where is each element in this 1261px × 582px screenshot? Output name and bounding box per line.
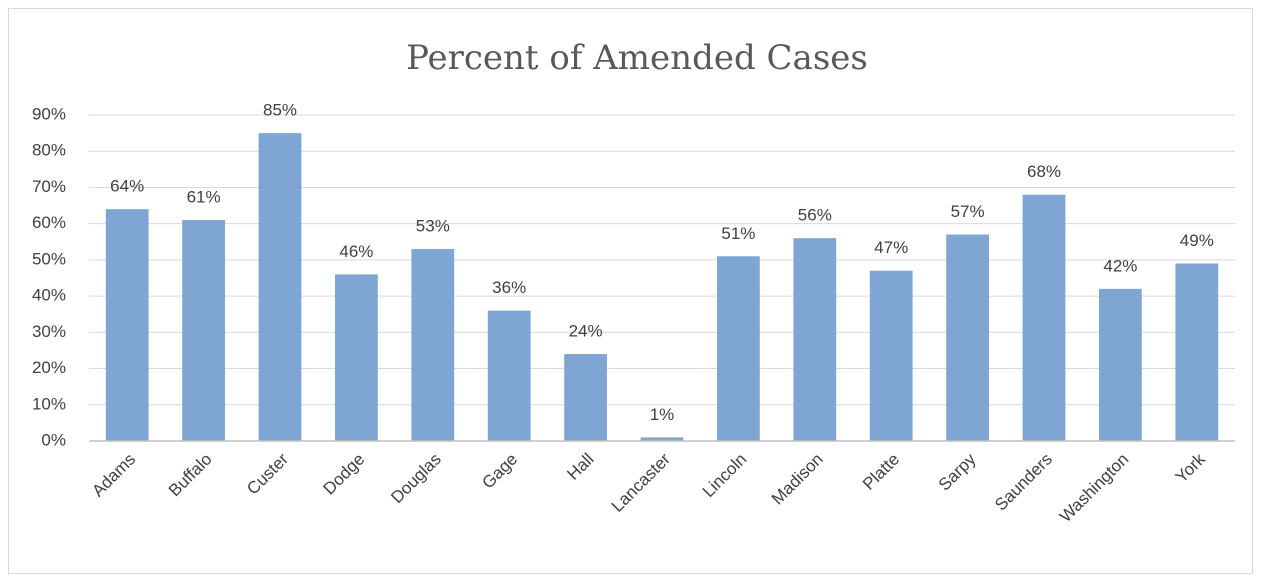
data-label: 51%	[721, 224, 755, 243]
y-tick-label: 80%	[32, 141, 66, 160]
data-label: 1%	[650, 405, 675, 424]
data-label: 85%	[263, 101, 297, 120]
bar	[793, 238, 837, 441]
data-label: 46%	[339, 242, 373, 261]
data-label: 64%	[110, 177, 144, 196]
bar	[1022, 194, 1066, 441]
data-label: 49%	[1180, 231, 1214, 250]
data-label: 57%	[951, 202, 985, 221]
data-label: 47%	[874, 238, 908, 257]
bar	[1175, 263, 1219, 441]
bar	[335, 274, 378, 441]
data-label: 36%	[492, 278, 526, 297]
bar	[946, 234, 989, 441]
y-tick-label: 40%	[32, 286, 66, 305]
bar	[258, 133, 302, 441]
y-tick-label: 90%	[32, 104, 66, 123]
data-label: 24%	[569, 322, 603, 341]
chart-title: Percent of Amended Cases	[406, 38, 868, 78]
bar	[717, 256, 760, 441]
y-tick-label: 30%	[32, 322, 66, 341]
bar	[487, 310, 531, 441]
bar	[869, 270, 913, 441]
y-tick-label: 70%	[32, 177, 66, 196]
data-label: 56%	[798, 206, 832, 225]
bar	[564, 354, 607, 441]
y-tick-label: 50%	[32, 249, 66, 268]
bar	[411, 249, 455, 441]
data-label: 42%	[1103, 256, 1137, 275]
bar	[105, 209, 149, 441]
y-tick-label: 60%	[32, 213, 66, 232]
y-tick-label: 20%	[32, 358, 66, 377]
y-tick-label: 10%	[32, 394, 66, 413]
data-label: 61%	[187, 188, 221, 207]
data-label: 68%	[1027, 162, 1061, 181]
bar	[1099, 288, 1142, 441]
bar	[640, 437, 684, 441]
y-tick-label: 0%	[41, 430, 66, 449]
data-label: 53%	[416, 217, 450, 236]
bar	[182, 220, 225, 441]
